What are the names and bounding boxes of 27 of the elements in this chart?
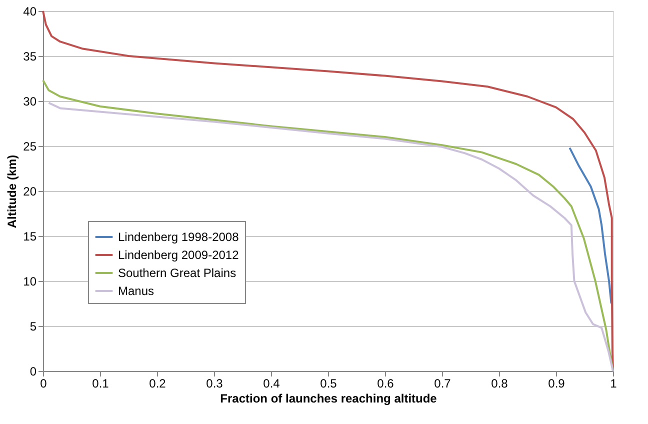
y-tick-label: 10: [23, 274, 37, 288]
x-tick-label: 0.8: [491, 376, 508, 390]
x-tick-label: 1: [610, 376, 618, 390]
y-tick-label: 30: [23, 94, 37, 108]
y-tick-label: 35: [23, 50, 37, 64]
y-tick-label: 15: [23, 230, 37, 244]
x-tick-label: 0.1: [92, 376, 110, 390]
y-tick-label: 25: [23, 140, 37, 154]
x-axis-title: Fraction of launches reaching altitude: [220, 392, 438, 406]
y-tick-label: 40: [23, 4, 37, 18]
legend-label: Southern Great Plains: [118, 266, 236, 280]
legend-label: Lindenberg 2009-2012: [118, 248, 240, 262]
x-tick-label: 0.3: [206, 376, 224, 390]
x-tick-label: 0.4: [263, 376, 280, 390]
x-tick-label: 0: [40, 376, 48, 390]
x-tick-label: 0.7: [434, 376, 452, 390]
y-tick-label: 20: [23, 184, 37, 198]
x-tick-label: 0.2: [149, 376, 166, 390]
x-tick-label: 0.9: [548, 376, 566, 390]
line-series: [568, 146, 612, 304]
y-tick-label: 0: [30, 364, 37, 378]
y-axis-title: Altitude (km): [5, 154, 20, 228]
legend-label: Manus: [118, 284, 154, 298]
x-tick-label: 0.5: [320, 376, 338, 390]
x-tick-label: 0.6: [377, 376, 394, 390]
legend-label: Lindenberg 1998-2008: [118, 230, 240, 244]
y-tick-label: 5: [30, 320, 37, 334]
